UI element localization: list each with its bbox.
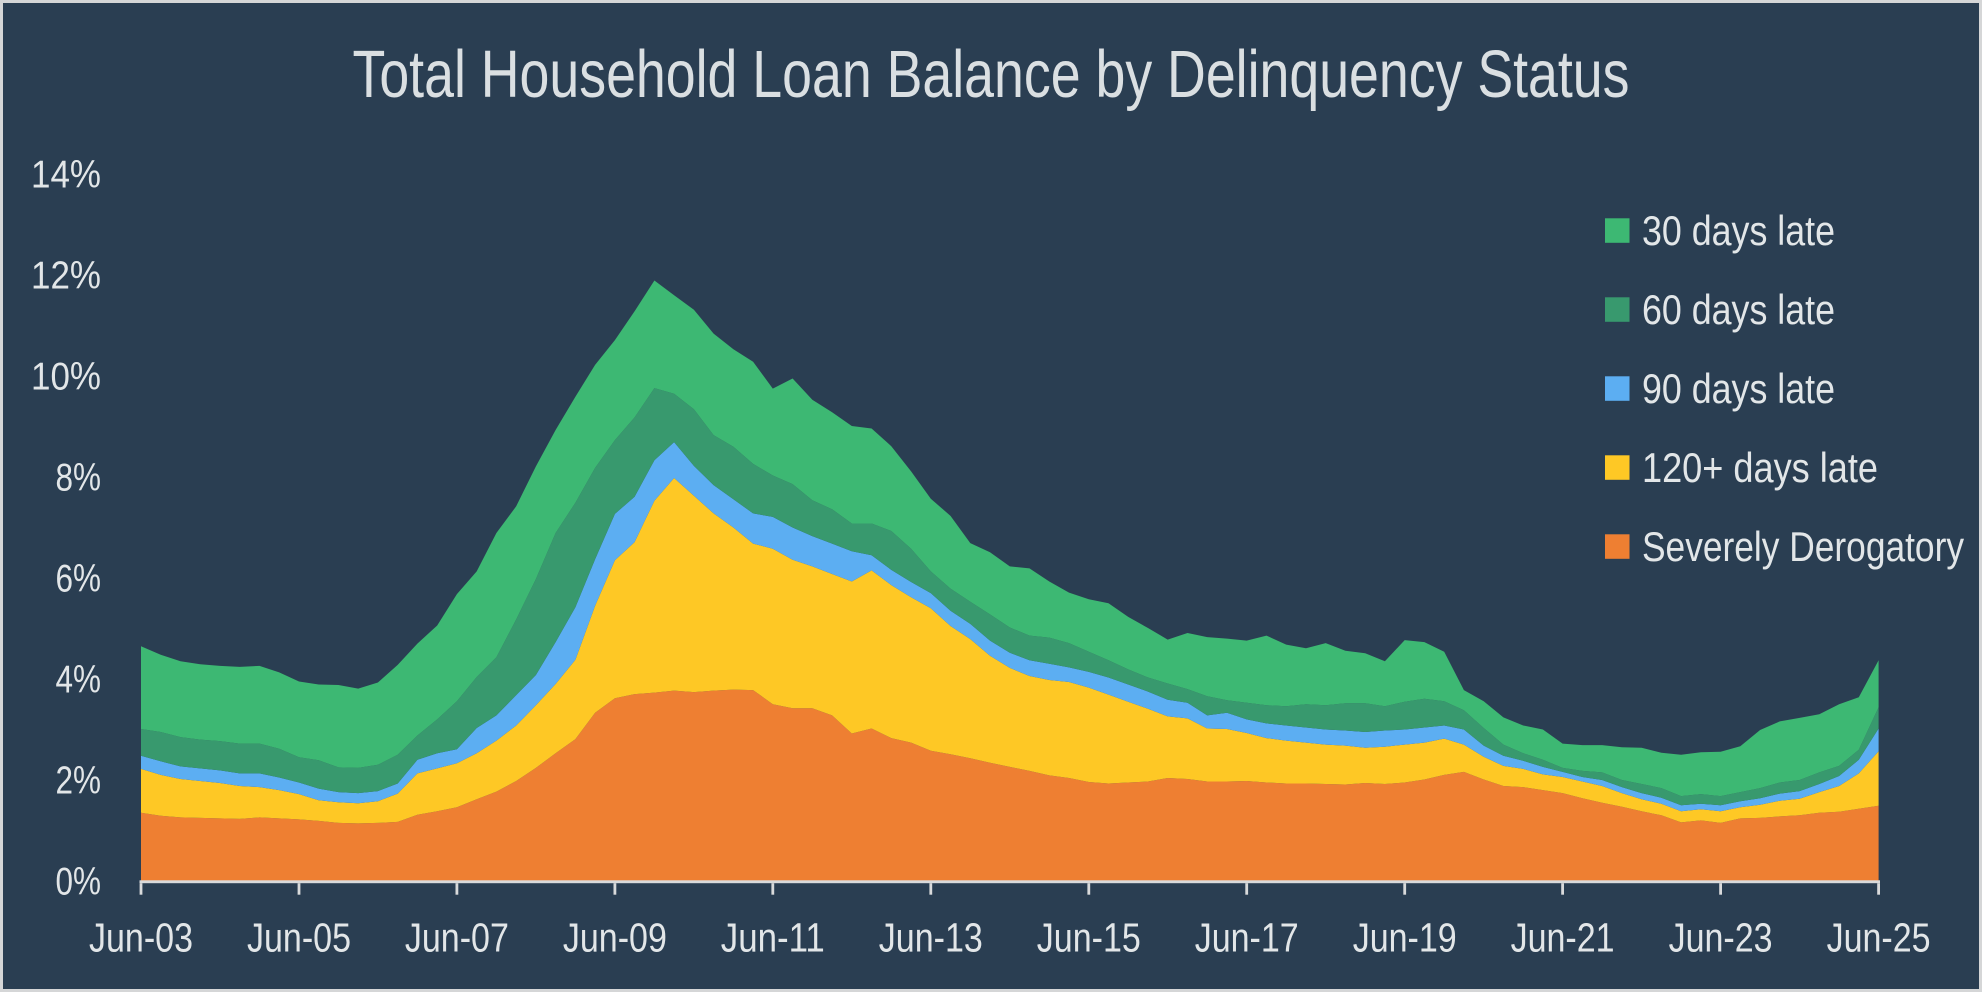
svg-text:10%: 10% <box>31 356 101 399</box>
svg-text:120+ days late: 120+ days late <box>1642 444 1878 491</box>
svg-text:12%: 12% <box>31 255 101 298</box>
svg-text:Jun-19: Jun-19 <box>1353 915 1457 961</box>
svg-text:30 days late: 30 days late <box>1642 207 1835 254</box>
svg-text:Jun-15: Jun-15 <box>1037 915 1141 961</box>
svg-text:Jun-03: Jun-03 <box>89 915 193 961</box>
svg-text:Severely Derogatory: Severely Derogatory <box>1642 523 1964 570</box>
svg-text:Jun-23: Jun-23 <box>1669 915 1773 961</box>
svg-text:4%: 4% <box>56 659 102 702</box>
svg-text:6%: 6% <box>56 558 102 601</box>
svg-text:Jun-09: Jun-09 <box>563 915 667 961</box>
svg-text:Jun-17: Jun-17 <box>1195 915 1299 961</box>
svg-text:Jun-05: Jun-05 <box>247 915 351 961</box>
svg-text:Jun-25: Jun-25 <box>1827 915 1931 961</box>
svg-text:Total Household Loan Balance b: Total Household Loan Balance by Delinque… <box>353 37 1630 112</box>
svg-text:Jun-21: Jun-21 <box>1511 915 1615 961</box>
svg-text:0%: 0% <box>56 861 102 904</box>
svg-text:14%: 14% <box>31 154 101 197</box>
svg-text:Jun-11: Jun-11 <box>721 915 825 961</box>
svg-text:90 days late: 90 days late <box>1642 365 1835 412</box>
svg-text:Jun-13: Jun-13 <box>879 915 983 961</box>
svg-text:8%: 8% <box>56 457 102 500</box>
svg-text:60 days late: 60 days late <box>1642 286 1835 333</box>
svg-text:2%: 2% <box>56 760 102 803</box>
svg-text:Jun-07: Jun-07 <box>405 915 509 961</box>
